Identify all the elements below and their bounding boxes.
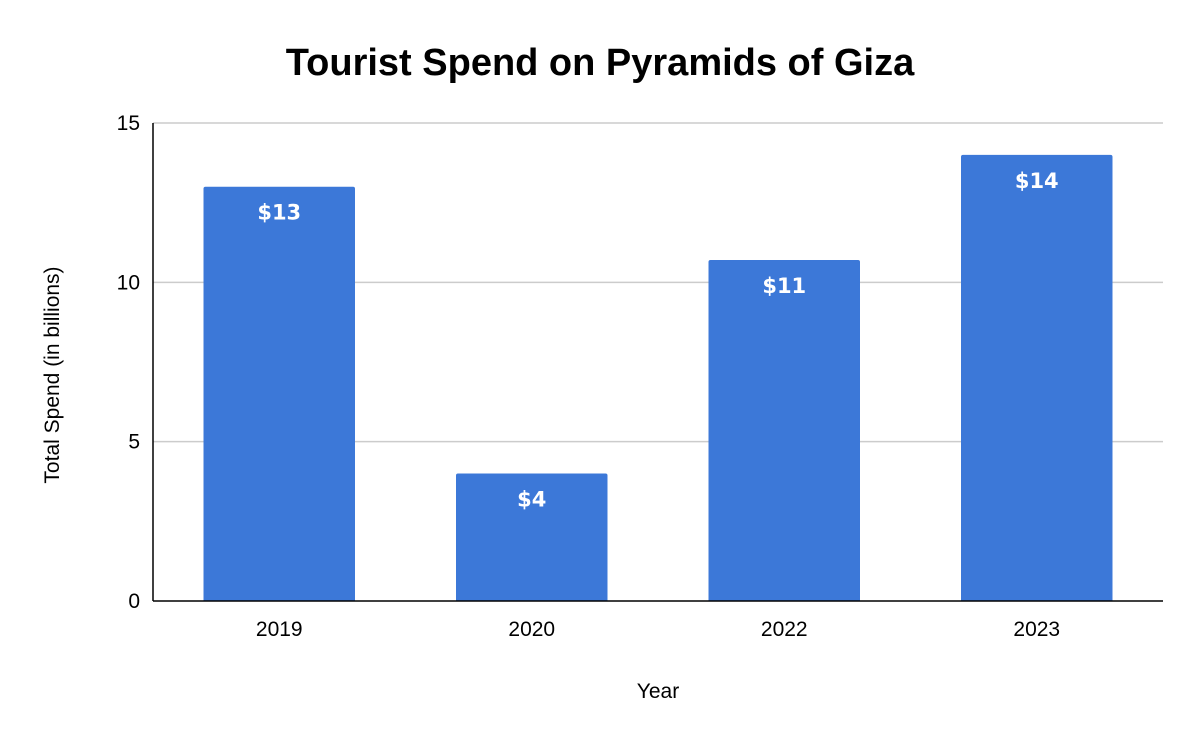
x-tick-label: 2023 <box>1013 618 1060 641</box>
data-label-2023: $14 <box>1015 169 1059 193</box>
y-tick-label: 0 <box>128 590 140 613</box>
data-label-2020: $4 <box>517 488 546 512</box>
y-tick-label: 15 <box>117 112 140 135</box>
y-axis-title: Total Spend (in billions) <box>41 266 64 483</box>
x-tick-label: 2019 <box>256 618 303 641</box>
bar-2023[interactable] <box>961 154 1113 601</box>
y-axis-ticks: 0 5 10 15 <box>117 112 140 613</box>
x-tick-label: 2022 <box>761 618 808 641</box>
x-axis-ticks: 2019 2020 2022 2023 <box>256 618 1060 641</box>
x-tick-label: 2020 <box>508 618 555 641</box>
bar-2020[interactable] <box>456 473 608 601</box>
x-axis-title: Year <box>637 680 679 703</box>
y-tick-label: 5 <box>128 431 140 454</box>
bars <box>203 154 1113 601</box>
data-labels: $13 $4 $11 $14 <box>257 169 1058 512</box>
chart-title: Tourist Spend on Pyramids of Giza <box>286 42 915 84</box>
data-label-2019: $13 <box>257 201 301 225</box>
data-label-2022: $11 <box>762 274 806 298</box>
bar-2019[interactable] <box>203 186 356 601</box>
y-tick-label: 10 <box>117 271 140 294</box>
bar-2022[interactable] <box>708 260 861 601</box>
